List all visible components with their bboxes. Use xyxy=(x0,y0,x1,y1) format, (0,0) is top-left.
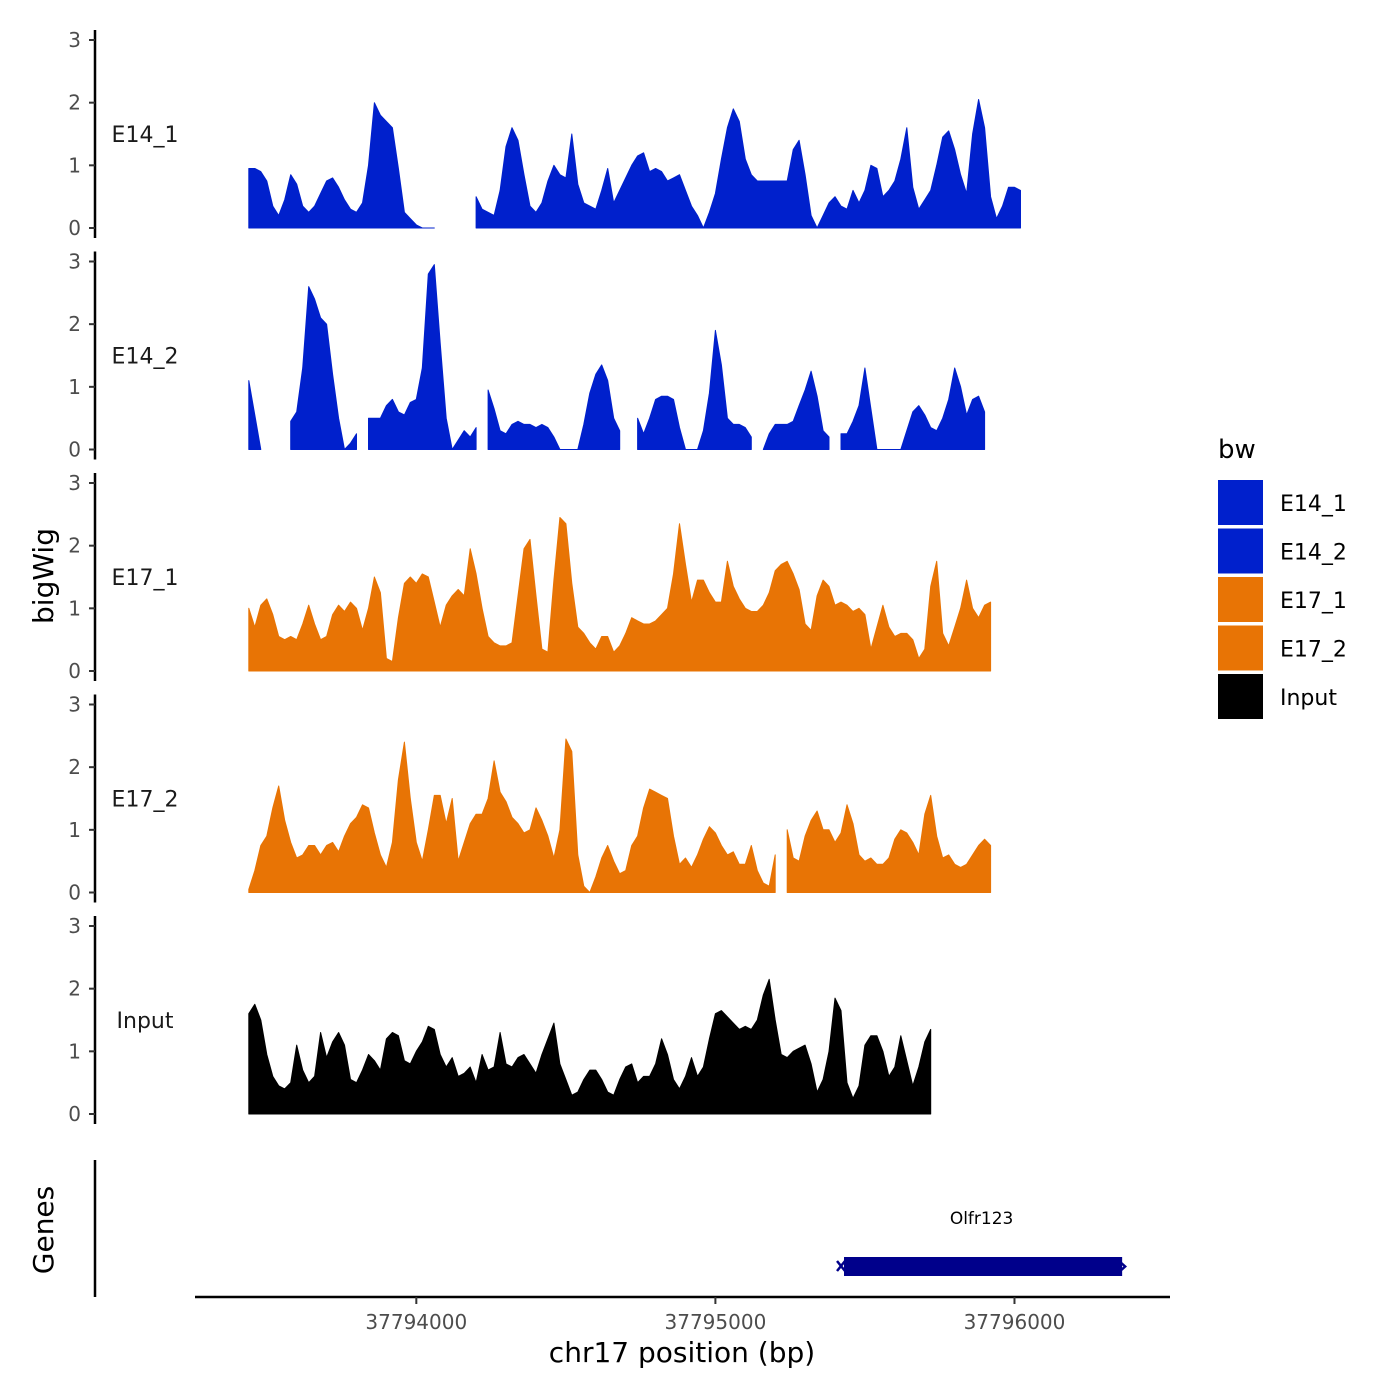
legend: bw E14_1 E14_2 E17_1 E17_2 Input xyxy=(1218,435,1347,719)
y-tick-label: 1 xyxy=(68,596,81,620)
track-E17_2: 0 1 2 3 E17_2 xyxy=(68,693,992,905)
y-tick-label: 0 xyxy=(68,881,81,905)
legend-entry: E17_1 xyxy=(1218,577,1347,622)
legend-title: bw xyxy=(1218,435,1256,465)
y-tick-label: 1 xyxy=(68,818,81,842)
track-E14_2: 0 1 2 3 E14_2 xyxy=(68,250,986,462)
coverage-area xyxy=(248,738,776,893)
coverage-area xyxy=(248,102,435,229)
legend-entry: E14_1 xyxy=(1218,480,1347,525)
strand-marker xyxy=(836,1260,846,1272)
gene-label: Olfr123 xyxy=(950,1209,1014,1229)
legend-entry: E17_2 xyxy=(1218,625,1347,671)
coverage-area xyxy=(487,364,621,450)
y-tick-label: 1 xyxy=(68,153,81,177)
legend-entry: E14_2 xyxy=(1218,528,1347,574)
coverage-area xyxy=(248,978,932,1115)
x-tick-label: 37796000 xyxy=(964,1310,1066,1334)
y-tick-label: 0 xyxy=(68,216,81,240)
track-E14_1: 0 1 2 3 E14_1 xyxy=(68,28,1021,240)
y-tick-label: 2 xyxy=(68,977,81,1001)
track-label: E17_1 xyxy=(112,566,179,591)
legend-swatch xyxy=(1218,625,1263,671)
x-tick-label: 37795000 xyxy=(665,1310,767,1334)
coverage-area xyxy=(475,99,1021,229)
strand-marker xyxy=(1119,1261,1128,1272)
tracks-layer: 0 1 2 3 E14_1 0 1 2 3 E14_2 0 1 2 3 E17_1 0 1 2 3 E17_2 0 1 2 3… xyxy=(68,28,1021,1126)
track-label: E14_2 xyxy=(112,345,179,370)
gene-body xyxy=(844,1257,1123,1276)
legend-swatch xyxy=(1218,577,1263,622)
y-tick-label: 1 xyxy=(68,375,81,399)
y-tick-label: 3 xyxy=(68,250,81,274)
legend-label: Input xyxy=(1280,686,1337,711)
y-tick-label: 3 xyxy=(68,28,81,52)
y-tick-label: 1 xyxy=(68,1039,81,1063)
genes-axis-title: Genes xyxy=(27,1186,60,1274)
coverage-area xyxy=(248,380,262,450)
legend-entry: Input xyxy=(1218,674,1337,719)
track-Input: 0 1 2 3 Input xyxy=(68,914,932,1126)
coverage-area xyxy=(637,329,752,450)
y-tick-label: 3 xyxy=(68,914,81,938)
y-axis-title: bigWig xyxy=(27,528,60,624)
y-tick-label: 2 xyxy=(68,755,81,779)
coverage-area xyxy=(290,286,357,450)
y-tick-label: 2 xyxy=(68,312,81,336)
track-label: E17_2 xyxy=(112,788,179,813)
x-axis-title: chr17 position (bp) xyxy=(549,1336,815,1369)
y-tick-label: 3 xyxy=(68,471,81,495)
coverage-area xyxy=(248,517,992,672)
legend-label: E14_2 xyxy=(1280,541,1347,566)
track-E17_1: 0 1 2 3 E17_1 xyxy=(68,471,992,683)
legend-label: E14_1 xyxy=(1280,492,1347,517)
coverage-area xyxy=(786,794,992,893)
track-label: E14_1 xyxy=(112,123,179,148)
legend-label: E17_1 xyxy=(1280,589,1347,614)
genes-panel: Olfr123 xyxy=(93,1160,1128,1297)
coverage-area xyxy=(762,370,830,450)
y-tick-label: 3 xyxy=(68,693,81,717)
legend-label: E17_2 xyxy=(1280,638,1347,663)
x-axis: 37794000 37795000 37796000 xyxy=(195,1295,1170,1334)
legend-swatch xyxy=(1218,528,1263,574)
legend-swatch xyxy=(1218,480,1263,525)
track-label: Input xyxy=(117,1009,174,1034)
y-tick-label: 0 xyxy=(68,438,81,462)
coverage-area xyxy=(840,367,986,450)
y-tick-label: 2 xyxy=(68,91,81,115)
coverage-area xyxy=(368,264,477,450)
x-tick-label: 37794000 xyxy=(365,1310,467,1334)
y-tick-label: 0 xyxy=(68,1102,81,1126)
legend-swatch xyxy=(1218,674,1263,719)
y-tick-label: 0 xyxy=(68,659,81,683)
y-tick-label: 2 xyxy=(68,534,81,558)
